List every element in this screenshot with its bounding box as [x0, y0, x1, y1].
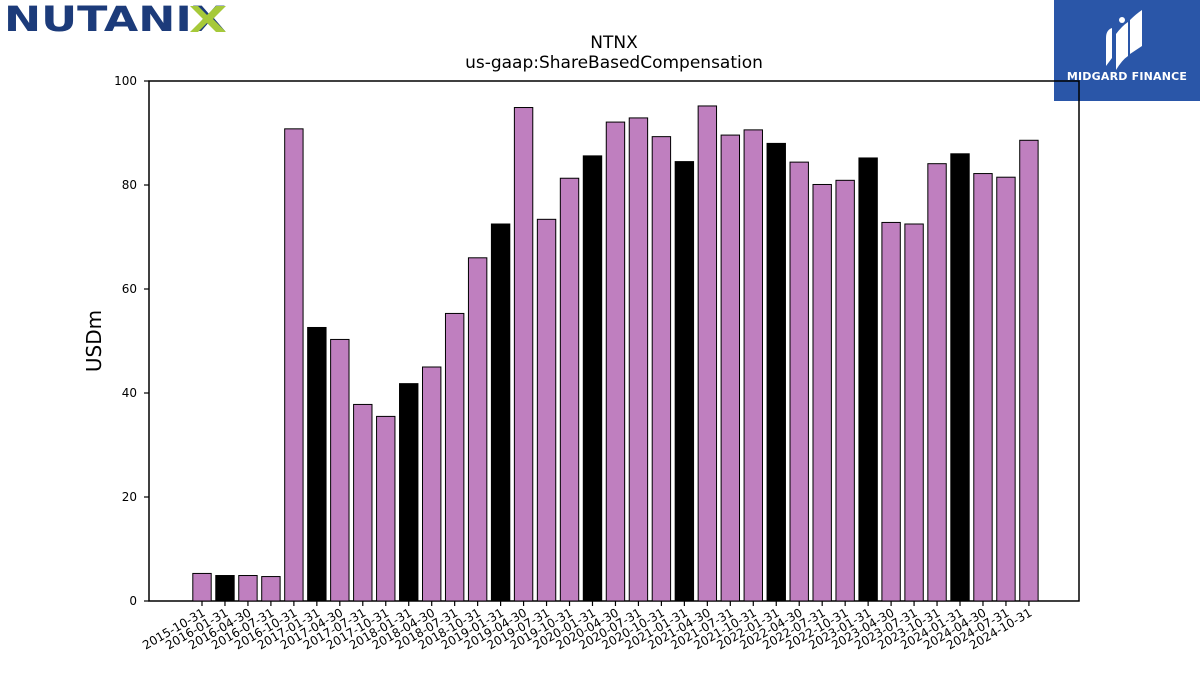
bar-2024-01-31	[950, 153, 970, 602]
bar-2018-10-31	[467, 257, 488, 602]
bar-2023-07-31	[904, 223, 924, 602]
bar-2016-07-31	[261, 576, 281, 602]
bar-2018-07-31	[444, 312, 465, 602]
bar-2021-01-31	[674, 161, 695, 602]
bar-2016-10-31	[284, 128, 304, 602]
bar-2018-04-30	[422, 366, 442, 602]
bar-2024-04-30	[973, 173, 993, 602]
bar-2021-04-30	[697, 105, 718, 602]
bar-2020-10-31	[651, 136, 672, 602]
y-tick-label: 40	[122, 386, 137, 400]
bar-2019-10-31	[559, 177, 580, 602]
bar-2016-04-30	[238, 575, 258, 602]
bar-2016-01-31	[215, 575, 235, 602]
bar-series	[192, 105, 1039, 602]
nutanix-logo-text: NUTANIX	[4, 2, 226, 36]
bar-2023-04-30	[881, 221, 901, 602]
bar-2022-07-31	[812, 183, 832, 602]
bar-2015-10-31	[192, 572, 212, 602]
x-axis: 2015-10-312016-01-312016-04-302016-07-31…	[140, 601, 1034, 652]
bar-2022-10-31	[835, 179, 855, 602]
chart-subtitle: us-gaap:ShareBasedCompensation	[465, 53, 763, 73]
bar-2017-10-31	[376, 415, 396, 602]
y-tick-label: 80	[122, 178, 137, 192]
bar-2022-01-31	[766, 142, 786, 602]
nutanix-logo: NUTANIX	[4, 2, 226, 36]
nutanix-logo-x-accent	[190, 6, 226, 32]
y-tick-label: 0	[129, 594, 137, 608]
bar-2023-01-31	[858, 157, 878, 602]
midgard-mark-icon	[1106, 10, 1142, 70]
bar-2017-04-30	[330, 338, 350, 602]
bar-2020-01-31	[582, 155, 603, 602]
bar-2019-07-31	[536, 218, 557, 602]
y-axis: 0 20 40 60 80 100	[114, 74, 149, 608]
bar-2021-10-31	[743, 129, 763, 602]
bar-2022-04-30	[789, 161, 809, 602]
chart-title: NTNX	[590, 33, 638, 53]
bar-2019-04-30	[513, 107, 534, 602]
bar-2024-07-31	[996, 176, 1016, 602]
bar-2020-04-30	[605, 121, 626, 602]
y-tick-label: 100	[114, 74, 137, 88]
y-axis-label: USDm	[82, 310, 106, 372]
bar-2021-07-31	[720, 134, 741, 602]
bar-2019-01-31	[490, 223, 511, 602]
bar-2017-07-31	[353, 403, 373, 602]
bar-2017-01-31	[307, 326, 327, 602]
bar-2018-01-31	[399, 383, 419, 602]
bar-2020-07-31	[628, 117, 649, 602]
partner-name: MIDGARD FINANCE	[1066, 70, 1188, 83]
bar-2023-10-31	[927, 163, 947, 602]
y-tick-label: 20	[122, 490, 137, 504]
bar-2024-10-31	[1019, 139, 1039, 602]
y-tick-label: 60	[122, 282, 137, 296]
